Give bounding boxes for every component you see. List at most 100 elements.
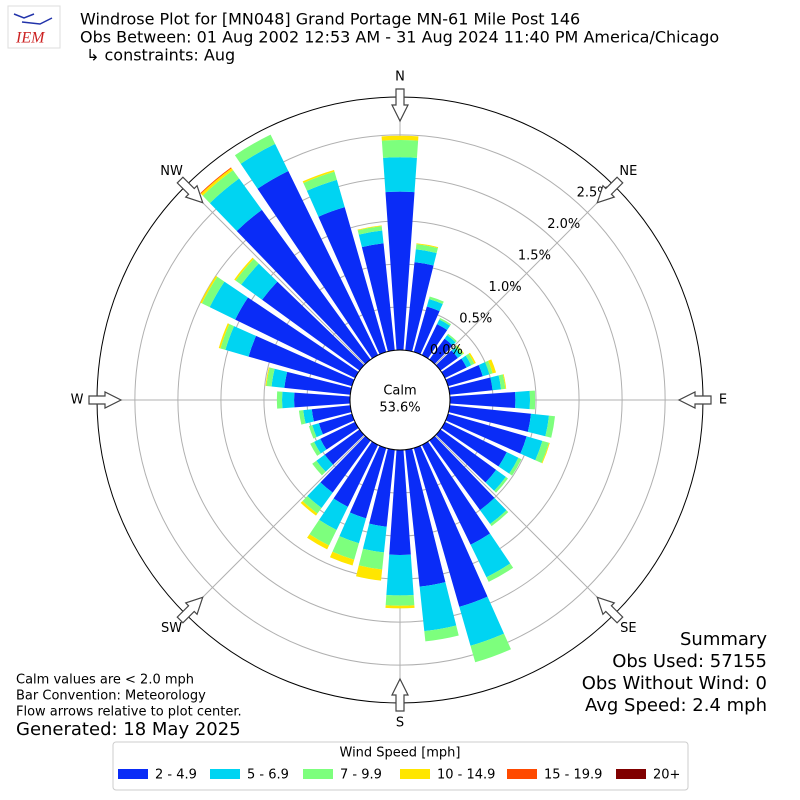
wind-bar xyxy=(441,358,467,379)
wind-bar xyxy=(484,360,493,375)
wind-bar xyxy=(308,425,317,439)
compass-label: SW xyxy=(161,621,182,636)
wind-bar xyxy=(225,326,257,357)
wind-bar xyxy=(276,391,283,409)
legend-label: 2 - 4.9 xyxy=(155,768,197,783)
logo-text: IEM xyxy=(15,30,46,47)
wind-bar xyxy=(294,392,351,408)
title: ↳ constraints: Aug xyxy=(86,46,235,65)
flow-arrow-shape xyxy=(176,596,204,624)
wind-bar xyxy=(498,374,506,390)
wind-bar xyxy=(414,249,437,266)
wind-bar xyxy=(444,335,456,346)
wind-bar xyxy=(545,415,555,438)
wind-bar xyxy=(333,441,379,507)
logo-box xyxy=(7,5,61,49)
logo: IEM xyxy=(7,5,61,49)
compass-label: N xyxy=(395,70,405,85)
wind-bar xyxy=(468,352,476,364)
wind-bar xyxy=(303,409,314,424)
note: Flow arrows relative to plot center. xyxy=(16,705,242,720)
flow-arrow xyxy=(88,391,123,409)
wind-bar xyxy=(385,191,415,351)
wind-bar xyxy=(435,350,458,371)
wind-bar xyxy=(413,306,440,355)
legend-label: 7 - 9.9 xyxy=(340,768,382,783)
legend-label: 5 - 6.9 xyxy=(247,768,289,783)
wind-bar xyxy=(234,134,276,164)
wind-bar xyxy=(424,625,459,642)
wind-bar xyxy=(389,449,411,555)
wind-bar xyxy=(520,436,543,461)
generated: Generated: 18 May 2025 xyxy=(16,719,241,740)
wind-bar xyxy=(241,263,278,300)
wind-bar xyxy=(415,244,438,253)
wind-bar xyxy=(445,413,527,454)
wind-bar xyxy=(485,469,506,491)
r-tick-label: 2.0% xyxy=(547,217,580,232)
wind-bar xyxy=(218,323,230,349)
wind-bar xyxy=(201,276,225,308)
flow-arrow-shape xyxy=(176,176,204,204)
wind-bar xyxy=(454,345,464,356)
wind-bar xyxy=(339,512,367,544)
wind-bar xyxy=(282,391,295,409)
wind-bar xyxy=(356,565,383,581)
legend-swatch xyxy=(303,769,333,779)
wind-bar xyxy=(209,281,248,320)
wind-bar xyxy=(298,410,306,425)
flow-arrow-shape xyxy=(391,88,409,123)
wind-bar xyxy=(437,319,451,331)
wind-bar xyxy=(459,596,504,646)
wind-bar xyxy=(429,435,495,511)
wind-bar xyxy=(320,435,371,493)
wind-bar xyxy=(303,171,337,191)
wind-bar xyxy=(362,523,387,553)
flow-arrow-shape xyxy=(677,391,712,409)
logo-mark xyxy=(13,13,53,25)
summary-line: Avg Speed: 2.4 mph xyxy=(585,695,767,716)
wind-bar xyxy=(309,519,337,546)
wind-bar xyxy=(257,170,379,359)
spoke xyxy=(185,435,365,615)
wind-bar xyxy=(240,143,289,189)
wind-bar xyxy=(435,429,497,483)
title: Obs Between: 01 Aug 2002 12:53 AM - 31 A… xyxy=(80,28,719,47)
wind-bar xyxy=(429,338,453,365)
compass-label: NW xyxy=(160,164,183,179)
wind-bar xyxy=(271,368,288,388)
calm-circle xyxy=(349,349,451,451)
wind-bar xyxy=(488,359,497,374)
wind-bar xyxy=(541,442,550,464)
legend-swatch xyxy=(118,769,148,779)
r-tick-label: 0.5% xyxy=(459,311,492,326)
wind-bar xyxy=(202,170,240,204)
wind-bar xyxy=(381,140,419,158)
wind-bar xyxy=(470,633,511,663)
wind-bar xyxy=(381,135,419,141)
wind-bar xyxy=(262,281,365,371)
wind-bar xyxy=(405,262,434,352)
wind-bar xyxy=(385,605,415,609)
compass-label: W xyxy=(71,393,84,408)
note: Bar Convention: Meteorology xyxy=(16,689,206,704)
wind-bar xyxy=(307,534,330,550)
wind-bar xyxy=(318,413,355,435)
spoke xyxy=(435,435,615,615)
legend: Wind Speed [mph] 2 - 4.9 5 - 6.9 7 - 9.9 10… xyxy=(112,741,689,791)
wind-bar xyxy=(209,178,262,231)
wind-bar xyxy=(478,362,490,377)
wind-bar xyxy=(439,317,452,326)
wind-bar xyxy=(456,344,465,354)
legend-title: Wind Speed [mph] xyxy=(340,746,461,761)
wind-bar xyxy=(349,445,387,519)
wind-bar xyxy=(479,497,507,524)
wind-bar xyxy=(515,390,531,410)
title: Windrose Plot for [MN048] Grand Portage … xyxy=(80,10,580,29)
wind-bar xyxy=(234,257,254,281)
legend-swatch xyxy=(210,769,240,779)
r-tick-label: 1.0% xyxy=(489,280,522,295)
wind-bar xyxy=(421,324,448,359)
wind-bar xyxy=(441,421,507,467)
